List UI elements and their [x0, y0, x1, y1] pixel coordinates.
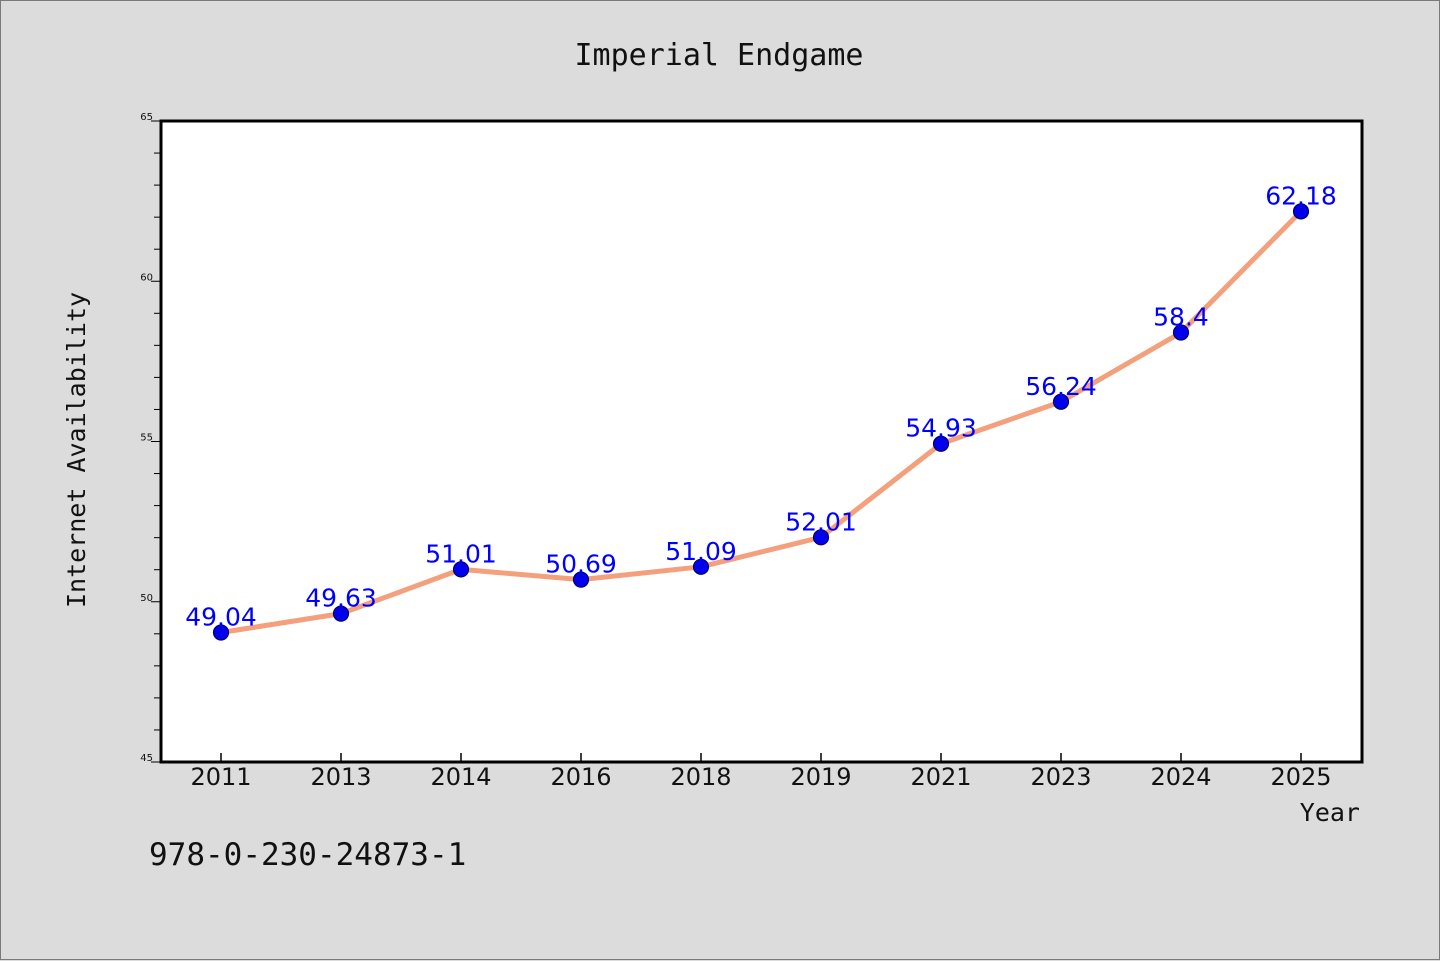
- data-point: [1292, 203, 1310, 220]
- data-label: 51.09: [665, 537, 737, 566]
- data-label: 58.4: [1153, 303, 1209, 332]
- data-label: 50.69: [545, 550, 617, 579]
- y-tick-label: 60: [140, 272, 153, 283]
- y-tick-label: 50: [140, 593, 153, 604]
- x-tick-label: 2011: [190, 763, 251, 791]
- series-group: [212, 203, 1310, 641]
- data-point: [572, 571, 590, 588]
- plot-area: [159, 119, 1364, 764]
- x-tick-label: 2019: [790, 763, 851, 791]
- y-tick-label: 55: [140, 433, 153, 444]
- x-tick-label: 2024: [1150, 763, 1211, 791]
- series-line: [218, 208, 1304, 636]
- x-tick-label: 2021: [910, 763, 971, 791]
- data-label: 51.01: [425, 539, 497, 568]
- x-axis-title: Year: [1300, 798, 1360, 827]
- x-tick-label: 2023: [1030, 763, 1091, 791]
- data-point: [812, 529, 830, 546]
- data-label: 56.24: [1025, 372, 1097, 401]
- y-axis: 45 50 55 60 65: [140, 112, 161, 764]
- data-labels: 49.04 49.63 51.01 50.69 51.09 52.01 54.93 56.24…: [185, 181, 1337, 631]
- data-label: 49.04: [185, 603, 257, 632]
- data-point: [1172, 324, 1190, 341]
- chart-title: Imperial Endgame: [575, 38, 864, 73]
- data-point: [932, 435, 950, 452]
- data-point: [452, 561, 470, 578]
- y-axis-title: Internet Availability: [62, 292, 91, 608]
- y-tick-label: 65: [140, 112, 153, 123]
- data-point: [212, 624, 230, 641]
- data-label: 62.18: [1265, 181, 1337, 210]
- y-tick-label: 45: [140, 753, 153, 764]
- x-tick-label: 2013: [310, 763, 371, 791]
- isbn-text: 978-0-230-24873-1: [149, 837, 466, 873]
- data-point: [1052, 393, 1070, 410]
- data-point: [692, 558, 710, 575]
- x-tick-label: 2014: [430, 763, 491, 791]
- data-label: 49.63: [305, 584, 377, 613]
- x-tick-label: 2016: [550, 763, 611, 791]
- data-label: 52.01: [785, 507, 857, 536]
- data-point: [332, 605, 350, 622]
- x-tick-label: 2018: [670, 763, 731, 791]
- x-axis: 2011 2013 2014 2016 2018 2019 2021 2023 2024 2025: [190, 753, 1332, 791]
- data-label: 54.93: [905, 414, 977, 443]
- x-tick-label: 2025: [1270, 763, 1331, 791]
